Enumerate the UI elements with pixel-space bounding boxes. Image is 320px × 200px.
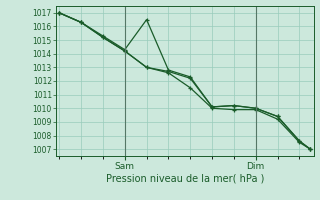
X-axis label: Pression niveau de la mer( hPa ): Pression niveau de la mer( hPa ) bbox=[106, 173, 264, 183]
